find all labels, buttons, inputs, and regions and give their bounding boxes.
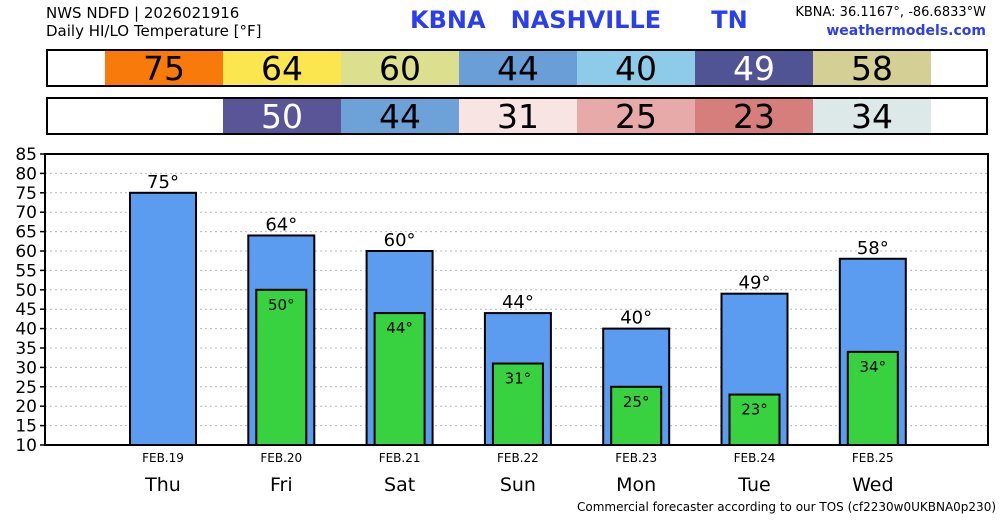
low-temp-label: 31° xyxy=(505,370,532,388)
station-coordinates: KBNA: 36.1167°, -86.6833°W xyxy=(795,5,986,20)
y-tick-label: 45 xyxy=(15,300,37,320)
y-tick-label: 65 xyxy=(15,223,37,243)
y-tick-label: 75 xyxy=(15,184,37,204)
y-tick-label: 40 xyxy=(15,320,37,340)
day-label: Sun xyxy=(500,474,536,496)
low-temp-strip: 50 44 31 25 23 34 xyxy=(46,97,988,136)
y-tick-label: 35 xyxy=(15,339,37,359)
low-temp-label: 50° xyxy=(268,296,295,314)
day-label: Wed xyxy=(852,474,893,496)
date-label: FEB.21 xyxy=(379,451,421,465)
strip-cell: 75 xyxy=(105,49,223,88)
header-left: NWS NDFD | 2026021916 Daily HI/LO Temper… xyxy=(46,4,262,40)
strip-cell: 58 xyxy=(813,49,931,88)
date-label: FEB.24 xyxy=(734,451,776,465)
high-temp-bar xyxy=(129,191,197,446)
low-temp-bar xyxy=(491,362,544,447)
y-tick-label: 10 xyxy=(15,436,37,456)
date-label: FEB.22 xyxy=(497,451,539,465)
low-temp-bar xyxy=(846,350,899,447)
high-temp-label: 75° xyxy=(147,172,179,193)
strip-cell: 49 xyxy=(695,49,813,88)
strip-cell: 50 xyxy=(223,97,341,136)
high-temp-label: 60° xyxy=(384,230,416,251)
high-temp-label: 58° xyxy=(857,238,889,259)
strip-cell: 34 xyxy=(813,97,931,136)
high-temp-label: 40° xyxy=(620,308,652,329)
site-link[interactable]: weathermodels.com xyxy=(826,23,986,39)
day-label: Sat xyxy=(384,474,415,496)
date-label: FEB.20 xyxy=(260,451,302,465)
product-title: NWS NDFD | 2026021916 xyxy=(46,4,240,22)
y-tick-label: 15 xyxy=(15,417,37,437)
high-temp-label: 44° xyxy=(502,292,534,313)
station-title: KBNA NASHVILLE TN xyxy=(410,6,748,34)
header-right: KBNA: 36.1167°, -86.6833°W weathermodels… xyxy=(795,4,986,40)
y-tick-label: 50 xyxy=(15,281,37,301)
y-tick-label: 85 xyxy=(15,145,37,165)
date-label: FEB.19 xyxy=(142,451,184,465)
day-label: Tue xyxy=(737,474,770,496)
date-label: FEB.25 xyxy=(852,451,894,465)
day-label: Mon xyxy=(616,474,656,496)
low-temp-label: 34° xyxy=(860,358,887,376)
y-tick-label: 30 xyxy=(15,358,37,378)
y-tick-label: 60 xyxy=(15,242,37,262)
y-tick-label: 20 xyxy=(15,397,37,417)
high-temp-label: 64° xyxy=(265,214,297,235)
low-temp-label: 25° xyxy=(623,393,650,411)
strip-cell: 25 xyxy=(577,97,695,136)
y-tick-label: 70 xyxy=(15,203,37,223)
low-temp-label: 44° xyxy=(386,319,413,337)
low-temp-bar xyxy=(373,312,426,446)
strip-cell: 40 xyxy=(577,49,695,88)
low-temp-bar xyxy=(728,393,781,446)
low-temp-label: 23° xyxy=(741,401,768,419)
high-temp-strip: 75 64 60 44 40 49 58 xyxy=(46,49,988,88)
strip-cell: 60 xyxy=(341,49,459,88)
y-tick-label: 25 xyxy=(15,378,37,398)
low-temp-bar xyxy=(255,288,308,446)
y-tick-label: 55 xyxy=(15,261,37,281)
date-label: FEB.23 xyxy=(615,451,657,465)
high-temp-label: 49° xyxy=(739,273,771,294)
day-label: Thu xyxy=(144,474,181,496)
strip-cell: 23 xyxy=(695,97,813,136)
footer-note: Commercial forecaster according to our T… xyxy=(577,500,997,514)
strip-cell: 44 xyxy=(341,97,459,136)
day-label: Fri xyxy=(270,474,293,496)
strip-cell: 31 xyxy=(459,97,577,136)
strip-cell: 44 xyxy=(459,49,577,88)
strip-cell: 64 xyxy=(223,49,341,88)
low-temp-bar xyxy=(610,385,663,447)
y-tick-label: 80 xyxy=(15,164,37,184)
variable-title: Daily HI/LO Temperature [°F] xyxy=(46,22,262,40)
